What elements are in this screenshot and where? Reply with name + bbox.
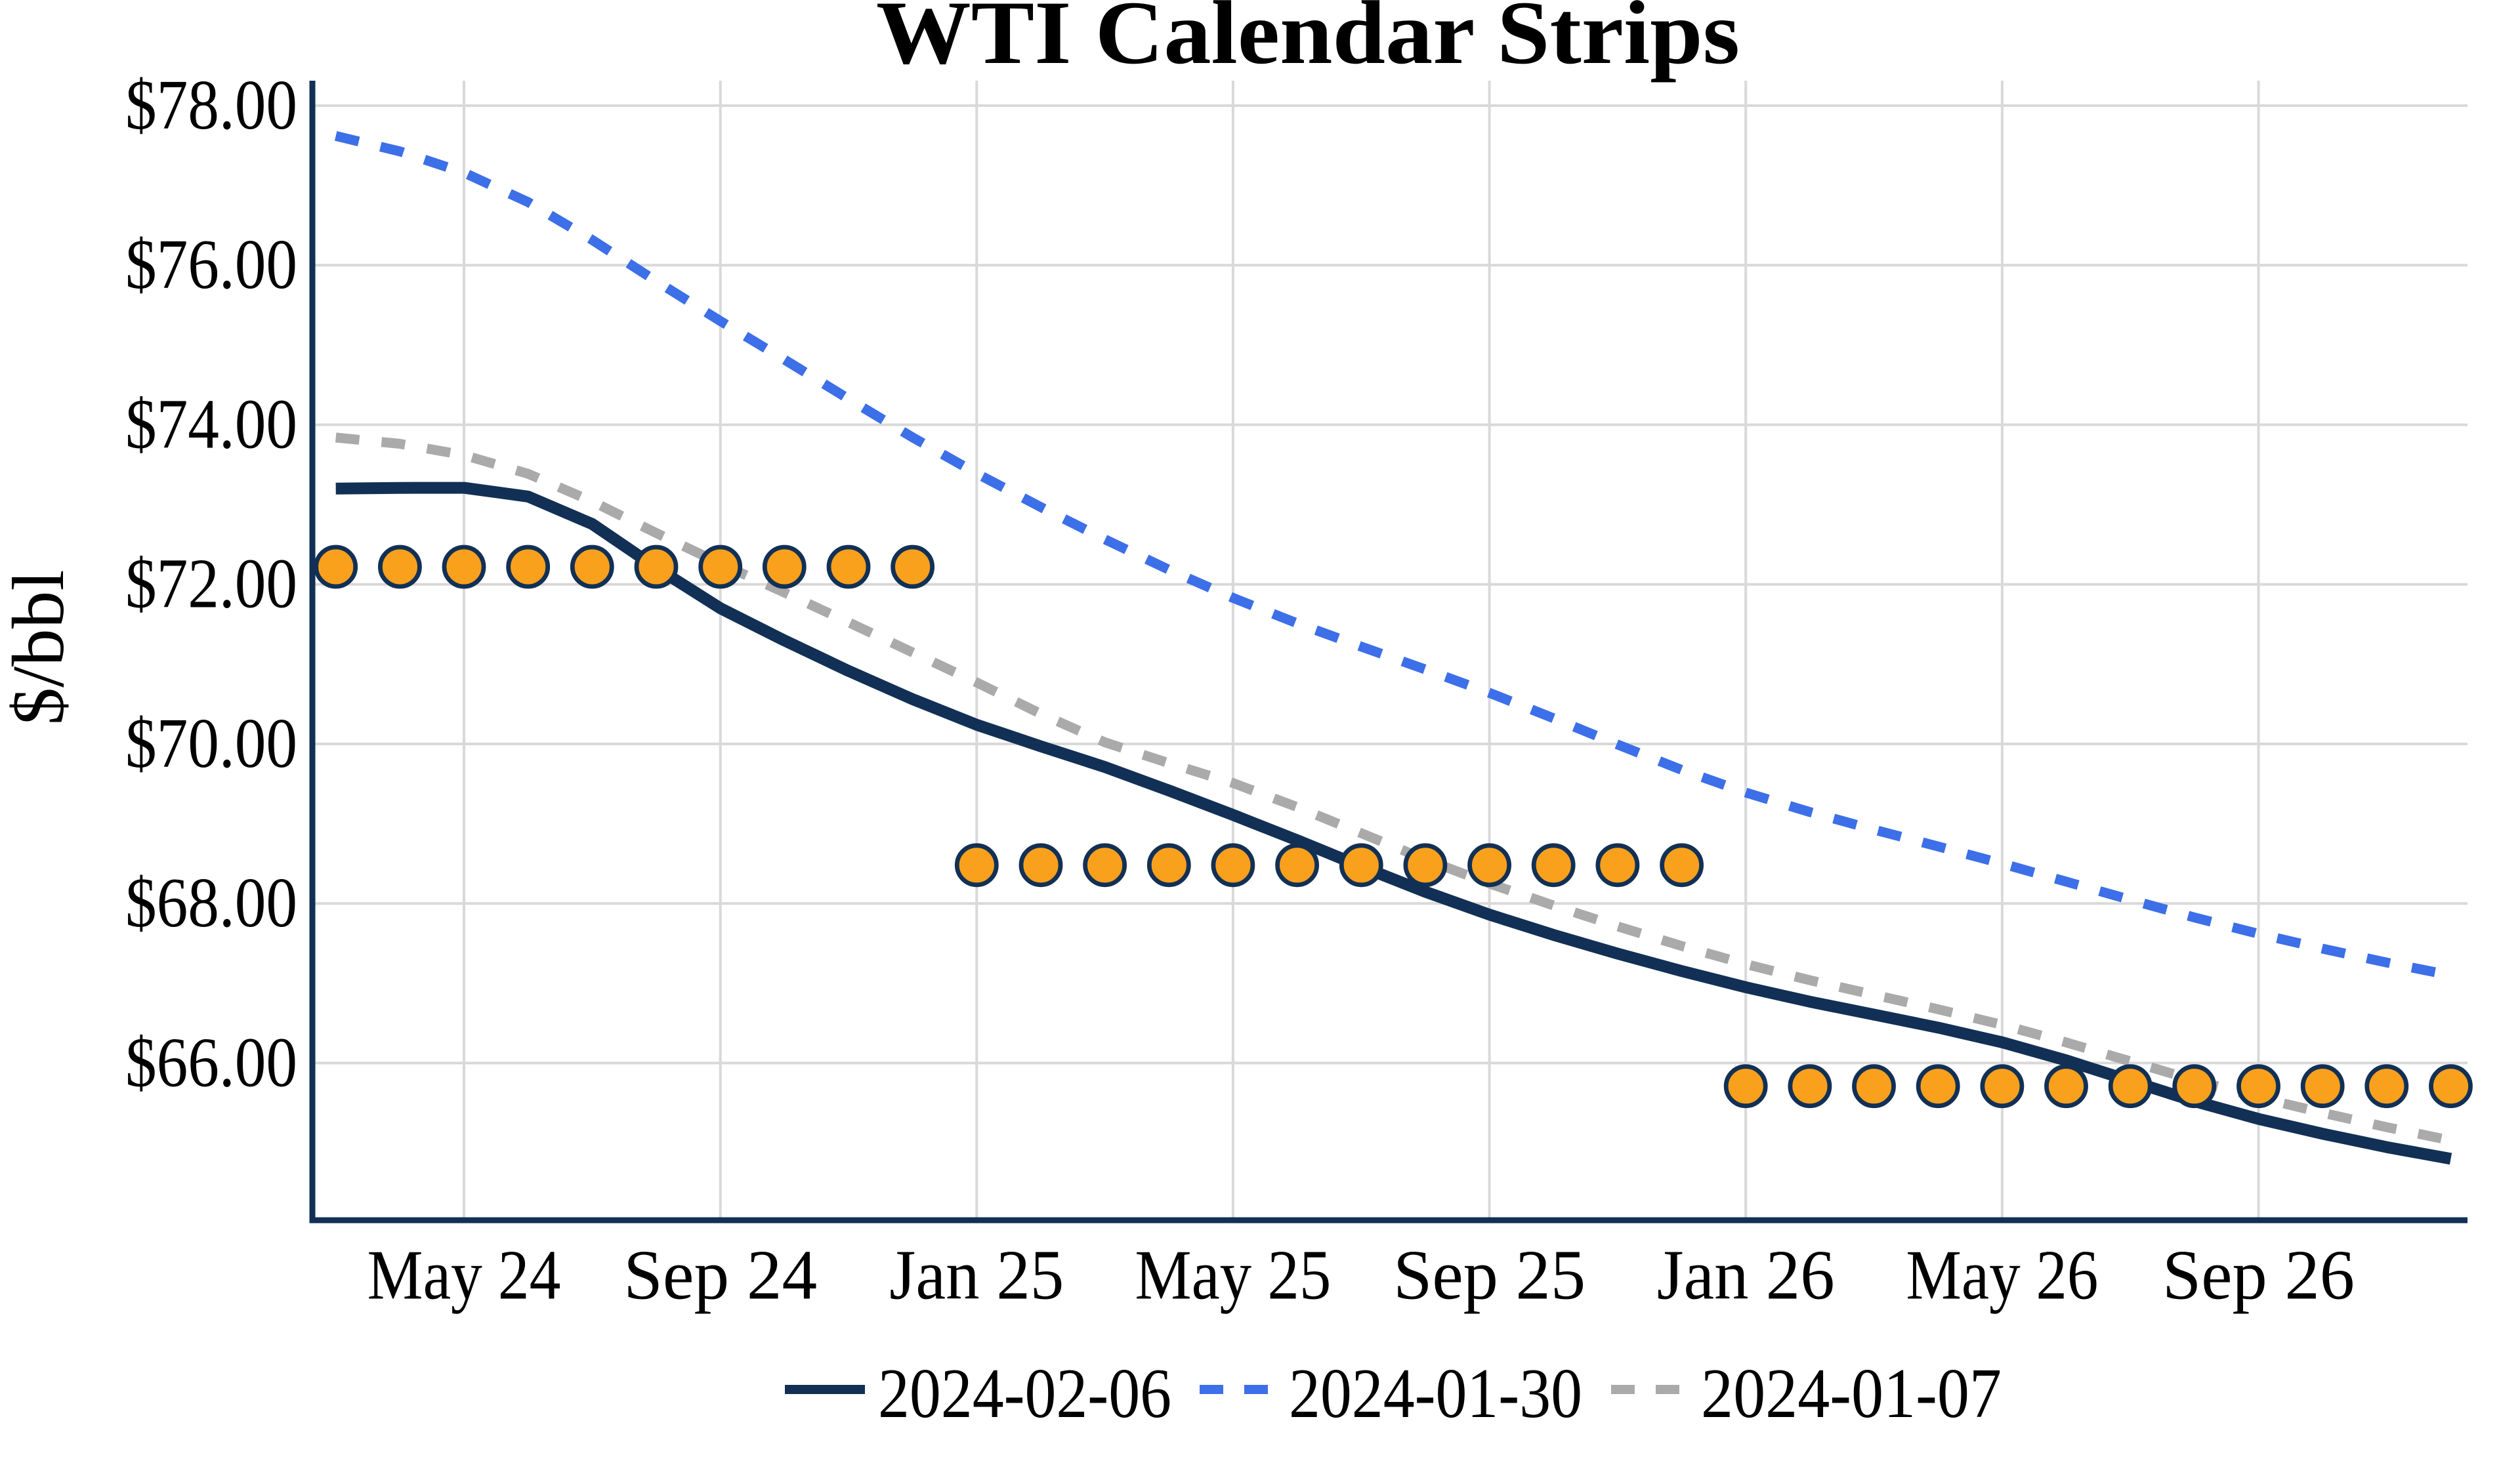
svg-text:$66.00: $66.00 (125, 1023, 297, 1101)
svg-text:$68.00: $68.00 (125, 864, 297, 942)
svg-text:$74.00: $74.00 (125, 386, 297, 464)
svg-text:$78.00: $78.00 (125, 66, 297, 144)
svg-text:2024-01-30: 2024-01-30 (1289, 1355, 1582, 1433)
svg-text:Jan 26: Jan 26 (1657, 1237, 1835, 1315)
svg-text:2024-02-06: 2024-02-06 (878, 1355, 1171, 1433)
svg-text:May 24: May 24 (368, 1237, 561, 1315)
svg-text:Sep 24: Sep 24 (623, 1237, 817, 1315)
svg-text:$76.00: $76.00 (125, 226, 297, 304)
svg-text:May 26: May 26 (1906, 1237, 2098, 1315)
svg-text:WTI Calendar Strips: WTI Calendar Strips (876, 0, 1740, 83)
svg-text:$/bbl: $/bbl (0, 570, 79, 726)
svg-text:$72.00: $72.00 (125, 545, 297, 623)
svg-text:Sep 26: Sep 26 (2162, 1237, 2355, 1315)
svg-text:$70.00: $70.00 (125, 705, 297, 783)
svg-text:Jan 25: Jan 25 (889, 1237, 1064, 1315)
svg-text:May 25: May 25 (1135, 1237, 1331, 1315)
svg-text:2024-01-07: 2024-01-07 (1701, 1355, 2002, 1433)
svg-text:Sep 25: Sep 25 (1393, 1237, 1586, 1315)
